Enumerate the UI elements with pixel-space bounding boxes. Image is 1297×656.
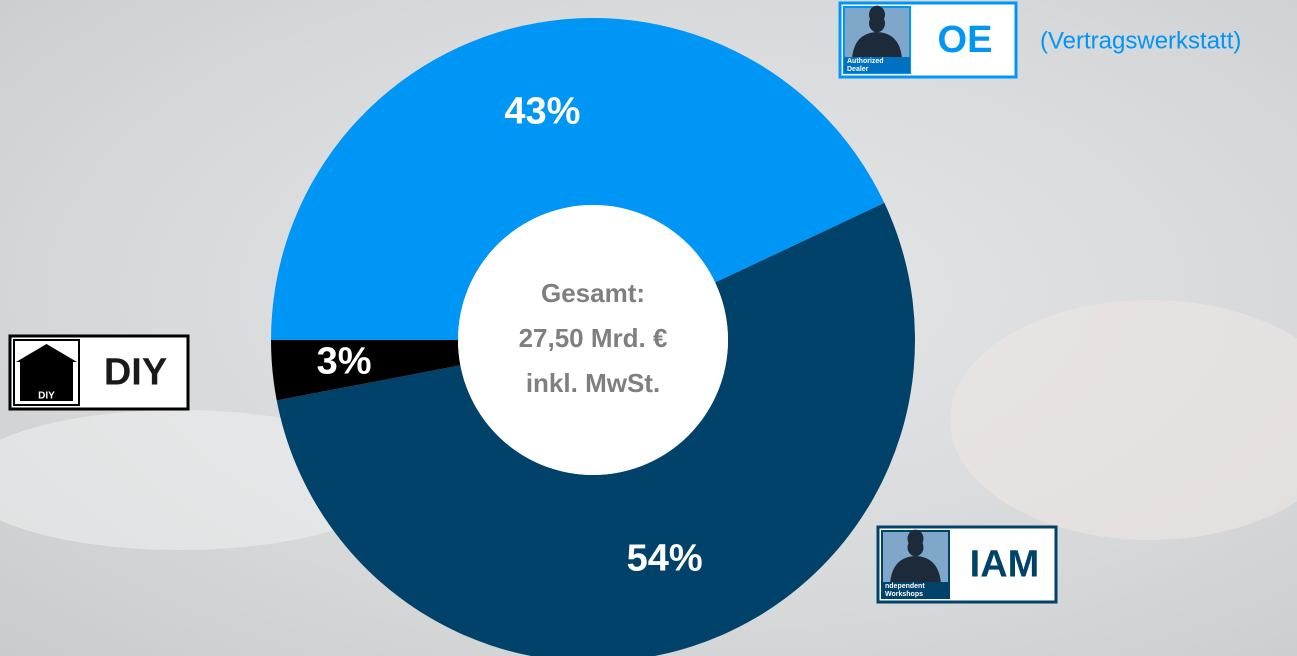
- center-text: Gesamt:: [541, 278, 645, 308]
- value-label: 3%: [317, 341, 372, 383]
- page: (Vertragswerkstatt) 43% 54% 3% Gesamt: 27,50…: [0, 0, 1297, 656]
- legend-label: IAM: [970, 544, 1040, 586]
- icon-caption: Dealer: [847, 66, 869, 73]
- icon-caption: Workshops: [885, 591, 923, 598]
- legend-label: OE: [938, 19, 993, 61]
- icon-caption: DIY: [38, 391, 55, 402]
- value-label: 54%: [627, 538, 703, 580]
- center-text: 27,50 Mrd. €: [519, 323, 668, 353]
- legend-item: DIY DIY: [10, 336, 188, 409]
- value-label: 43%: [504, 91, 580, 133]
- center-text: inkl. MwSt.: [526, 368, 660, 398]
- icon-caption: ndependent: [885, 583, 925, 590]
- icon-caption: Authorized: [847, 58, 884, 65]
- chart: (Vertragswerkstatt) 43% 54% 3% Gesamt: 27,50…: [0, 0, 1297, 656]
- legend-label: DIY: [104, 352, 167, 394]
- annotation: (Vertragswerkstatt): [1040, 27, 1241, 54]
